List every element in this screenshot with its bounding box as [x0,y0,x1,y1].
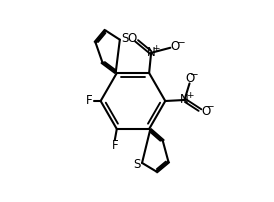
Text: F: F [86,95,92,107]
Text: O: O [201,105,210,118]
Text: −: − [176,38,185,48]
Text: N: N [180,94,189,106]
Text: S: S [133,158,141,171]
Text: F: F [112,139,118,152]
Text: N: N [147,46,156,59]
Text: O: O [170,40,180,53]
Text: O: O [127,32,136,45]
Text: −: − [190,70,199,80]
Text: −: − [206,102,215,113]
Text: +: + [152,44,160,53]
Text: O: O [185,72,194,85]
Text: S: S [121,32,129,45]
Text: +: + [186,92,193,100]
